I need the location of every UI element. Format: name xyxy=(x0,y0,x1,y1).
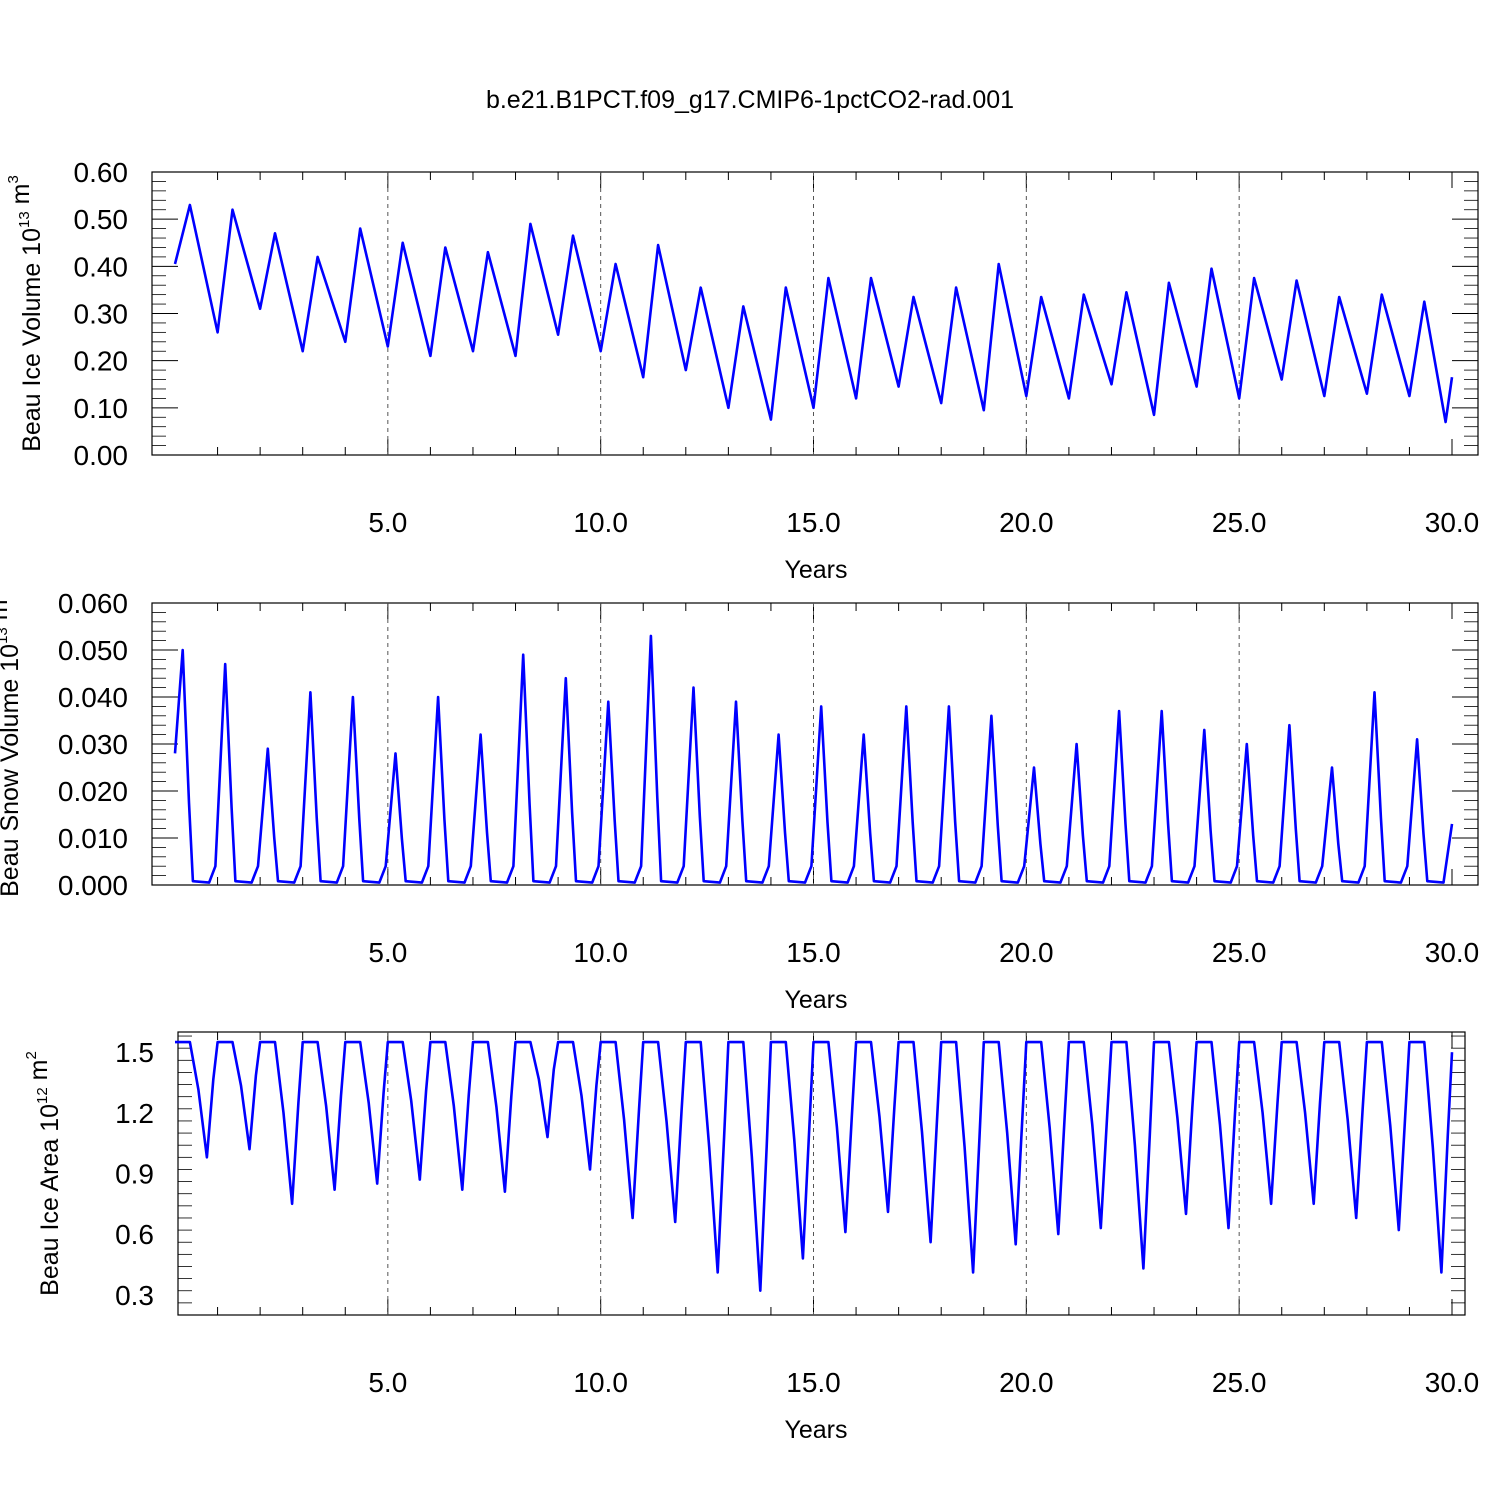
y-tick-label: 0.30 xyxy=(74,299,129,330)
y-tick-label: 0.10 xyxy=(74,393,129,424)
x-tick-label: 30.0 xyxy=(1425,937,1480,968)
x-axis-label: Years xyxy=(784,1416,847,1444)
y-axis-label-text: m xyxy=(7,184,35,212)
x-tick-label: 5.0 xyxy=(368,937,407,968)
y-axis-label-text: Beau Snow Volume 10 xyxy=(0,644,24,897)
x-tick-label: 25.0 xyxy=(1212,507,1267,538)
y-axis-label-text: m xyxy=(0,599,13,627)
chart-panel-2: 5.0 10.0 15.0 20.0 25.0 30.0 Years 0.000 0.010 0.… xyxy=(0,588,1479,1014)
y-tick-label: 0.040 xyxy=(58,682,128,713)
y-axis-label-exponent: 13 xyxy=(16,211,33,228)
y-axis-label-text: Beau Ice Volume 10 xyxy=(18,228,46,452)
y-tick-label: 0.060 xyxy=(58,588,128,619)
x-axis-label: Years xyxy=(784,986,847,1014)
x-tick-label: 5.0 xyxy=(368,507,407,538)
y-axis-label-exponent: 3 xyxy=(5,175,22,183)
y-axis-label-exponent: 13 xyxy=(0,627,11,644)
x-tick-label: 15.0 xyxy=(786,1367,841,1398)
panels: 5.0 10.0 15.0 20.0 25.0 30.0Years0.000.100.20… xyxy=(0,157,1479,1444)
chart-panel-3: 5.0 10.0 15.0 20.0 25.0 30.0 Years 0.3 0.6 0.9 1.2… xyxy=(23,1031,1480,1444)
series-line-3 xyxy=(175,1040,1454,1292)
figure-title: b.e21.B1PCT.f09_g17.CMIP6-1pctCO2-rad.00… xyxy=(486,86,1014,114)
y-axis-label-text: m xyxy=(25,1060,53,1088)
y-axis-label-text: Beau Ice Area 10 xyxy=(36,1104,64,1296)
x-tick-label: 25.0 xyxy=(1212,937,1267,968)
x-tick-label: 10.0 xyxy=(573,937,628,968)
y-tick-label: 0.030 xyxy=(58,729,128,760)
y-tick-label: 0.020 xyxy=(58,776,128,807)
x-tick-label: 10.0 xyxy=(573,1367,628,1398)
y-tick-label: 0.50 xyxy=(74,204,129,235)
y-tick-label: 0.000 xyxy=(58,870,128,901)
plot-frame xyxy=(151,171,1479,456)
y-axis-label-exponent: 2 xyxy=(23,1051,40,1059)
y-axis-label: Beau Ice Area 1012 m2 xyxy=(23,1051,64,1296)
y-tick-label: 0.00 xyxy=(74,440,129,471)
x-tick-label: 30.0 xyxy=(1425,507,1480,538)
y-tick-label: 0.050 xyxy=(58,635,128,666)
x-tick-label: 20.0 xyxy=(999,507,1054,538)
y-tick-label: 0.9 xyxy=(115,1159,154,1190)
y-tick-label: 1.5 xyxy=(115,1037,154,1068)
x-tick-label: 20.0 xyxy=(999,937,1054,968)
x-tick-label: 15.0 xyxy=(786,937,841,968)
x-tick-label: 25.0 xyxy=(1212,1367,1267,1398)
series-line-1 xyxy=(173,203,1454,424)
x-tick-label: 15.0 xyxy=(786,507,841,538)
y-tick-label: 0.40 xyxy=(74,251,129,282)
x-tick-label: 30.0 xyxy=(1425,1367,1480,1398)
plot-frame xyxy=(177,1031,1466,1316)
y-tick-label: 0.3 xyxy=(115,1280,154,1311)
chart-panel-1: 5.0 10.0 15.0 20.0 25.0 30.0 Years 0.00 0.10 0.20… xyxy=(5,157,1479,584)
y-tick-label: 1.2 xyxy=(115,1098,154,1129)
y-axis-label: Beau Snow Volume 1013 m3 xyxy=(0,591,24,897)
y-tick-label: 0.60 xyxy=(74,157,129,188)
y-axis-label-exponent: 12 xyxy=(34,1087,51,1104)
x-tick-label: 10.0 xyxy=(573,507,628,538)
y-tick-label: 0.010 xyxy=(58,823,128,854)
y-tick-label: 0.6 xyxy=(115,1219,154,1250)
x-tick-label: 20.0 xyxy=(999,1367,1054,1398)
y-axis-label: Beau Ice Volume 1013 m3 xyxy=(5,175,46,452)
y-tick-label: 0.20 xyxy=(74,346,129,377)
x-tick-label: 5.0 xyxy=(368,1367,407,1398)
x-axis-label: Years xyxy=(784,556,847,584)
series-line-2 xyxy=(173,634,1454,884)
